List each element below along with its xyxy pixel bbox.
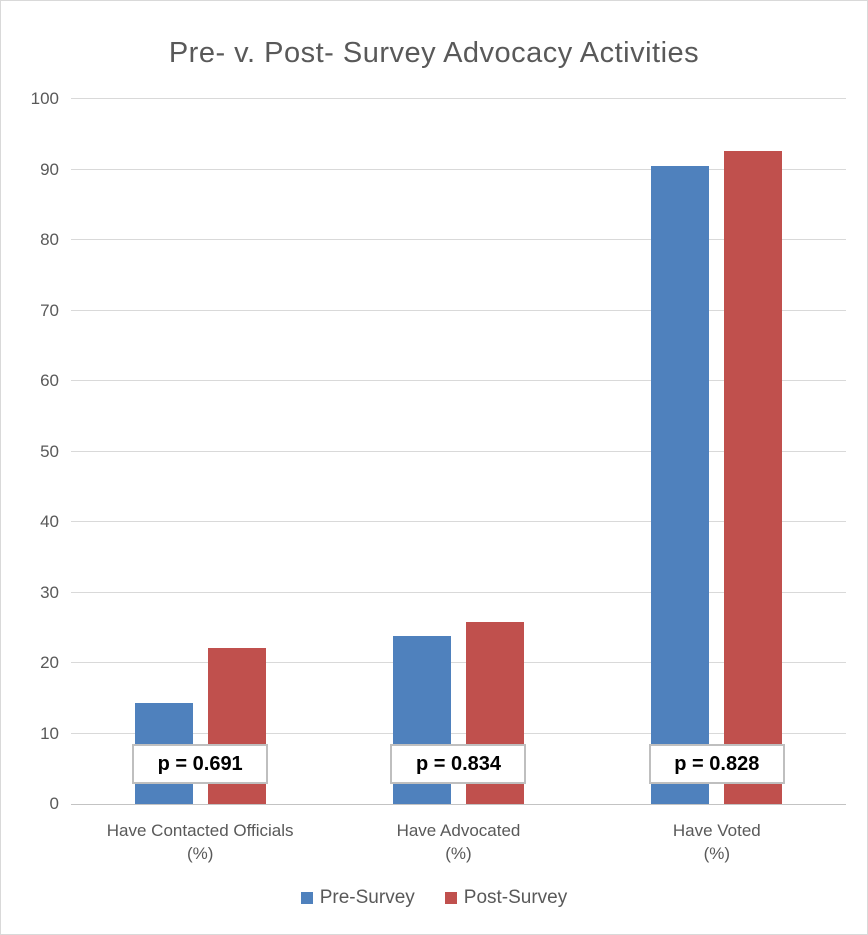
category-group-1: p = 0.691 <box>71 99 329 804</box>
y-tick-label-80: 80 <box>40 230 59 249</box>
plot-area: p = 0.691 p = 0.834 p = 0.828 <box>71 98 846 805</box>
p-value-box-2: p = 0.834 <box>390 744 527 784</box>
gridline-80 <box>71 239 846 240</box>
gridline-50 <box>71 450 846 452</box>
y-tick-label-70: 70 <box>40 300 59 320</box>
gridline-90 <box>71 168 846 170</box>
y-tick-label-90: 90 <box>40 159 59 179</box>
p-value-box-3: p = 0.828 <box>648 744 785 784</box>
gridline-70 <box>71 309 846 311</box>
bar-pre-survey-3 <box>651 165 710 804</box>
x-axis-line <box>71 804 846 805</box>
y-tick-label-20: 20 <box>40 653 59 672</box>
legend-item-post-survey: Post-Survey <box>444 887 568 909</box>
y-tick-label-0: 0 <box>49 794 59 813</box>
y-tick-label-40: 40 <box>40 512 59 531</box>
gridline-60 <box>71 380 846 381</box>
x-category-label-line2: (%) <box>703 844 731 863</box>
legend-swatch-icon <box>300 892 313 904</box>
legend-label: Post-Survey <box>463 887 568 908</box>
y-tick-label-100: 100 <box>30 89 59 108</box>
legend: Pre-Survey Post-Survey <box>1 887 867 909</box>
y-tick-label-60: 60 <box>40 371 59 390</box>
chart-title: Pre- v. Post- Survey Advocacy Activities <box>168 37 700 69</box>
x-category-label-line1: Have Voted <box>672 821 761 840</box>
x-axis: Have Contacted Officials (%) Have Advocate… <box>71 819 846 869</box>
x-category-label-1: Have Contacted Officials (%) <box>71 819 329 865</box>
y-tick-label-50: 50 <box>40 441 59 461</box>
legend-item-pre-survey: Pre-Survey <box>300 887 415 909</box>
category-group-2: p = 0.834 <box>329 99 587 804</box>
p-value-box-1: p = 0.691 <box>132 744 269 784</box>
x-category-label-3: Have Voted (%) <box>588 819 846 865</box>
category-group-3: p = 0.828 <box>588 99 846 804</box>
x-category-label-line1: Have Contacted Officials <box>106 821 294 840</box>
gridline-20 <box>71 662 846 663</box>
bar-post-survey-3 <box>724 151 783 804</box>
y-tick-label-10: 10 <box>40 723 59 743</box>
gridline-10 <box>71 732 846 734</box>
x-category-label-line2: (%) <box>186 844 214 863</box>
x-category-label-line2: (%) <box>445 844 472 863</box>
legend-label: Pre-Survey <box>319 887 415 908</box>
legend-swatch-icon <box>444 892 457 904</box>
gridline-100 <box>71 98 846 99</box>
gridline-30 <box>71 591 846 593</box>
x-category-label-line1: Have Advocated <box>396 821 521 840</box>
x-category-label-2: Have Advocated (%) <box>329 819 587 865</box>
y-tick-label-30: 30 <box>40 582 59 602</box>
gridline-40 <box>71 521 846 522</box>
